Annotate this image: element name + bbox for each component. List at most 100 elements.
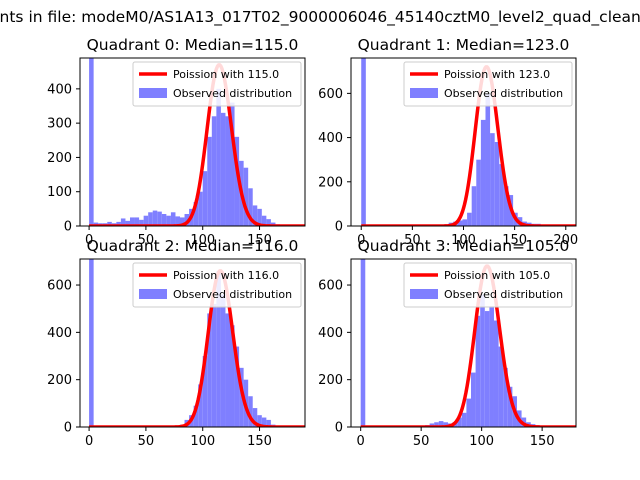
- histogram-bar-2-25: [202, 356, 208, 427]
- histogram-bar-0-7: [120, 218, 126, 226]
- histogram-bar-0-15: [157, 211, 162, 226]
- histogram-bar-2-23: [193, 405, 199, 427]
- histogram-bar-3-16: [434, 422, 439, 427]
- histogram-bar-2-28: [216, 270, 221, 427]
- y-tick-label-0-0: 0: [64, 220, 72, 235]
- chart-panel-1: 0 50 100 150 200 0 200 400 600 Quadrant 1: Median…: [318, 36, 578, 248]
- x-tick-label-1-3: 150: [502, 233, 527, 248]
- axes-frame-2: [79, 258, 306, 428]
- histogram-bar-3-22: [461, 412, 467, 427]
- y-tick-label-0-4: 400: [47, 82, 72, 97]
- legend-box-0: [132, 61, 302, 107]
- x-tick-label-1-0: 0: [357, 233, 365, 248]
- legend-patch-swatch-2: [139, 289, 167, 299]
- histogram-bar-1-28: [490, 133, 495, 226]
- histogram-bar-0-38: [261, 215, 267, 226]
- legend-label-poisson-1: Poission with 123.0: [444, 68, 550, 81]
- histogram-bar-2-30: [225, 313, 230, 427]
- legend-label-poisson-2: Poission with 116.0: [173, 269, 279, 282]
- histogram-bar-0-14: [152, 210, 158, 226]
- histogram-bar-3-21: [457, 417, 462, 427]
- histogram-bar-0-8: [125, 220, 130, 226]
- x-tick-label-2-1: 50: [138, 434, 155, 449]
- plot-area-2: [88, 259, 305, 427]
- axes-frame-3: [350, 258, 577, 428]
- histogram-bar-3-29: [493, 320, 499, 427]
- y-tick-label-0-1: 100: [47, 185, 72, 200]
- histogram-bar-0-11: [139, 219, 144, 226]
- x-tick-label-0-0: 0: [85, 233, 93, 248]
- histogram-bar-1-0: [361, 58, 366, 226]
- histogram-bar-0-32: [234, 136, 240, 226]
- x-tick-label-0-3: 150: [247, 233, 272, 248]
- histogram-bar-0-39: [266, 219, 271, 226]
- y-tick-label-1-2: 400: [318, 131, 343, 146]
- chart-title-0: Quadrant 0: Median=115.0: [87, 36, 299, 54]
- y-tick-label-1-3: 600: [318, 87, 343, 102]
- x-tick-label-2-2: 100: [190, 434, 215, 449]
- histogram-bar-0-19: [175, 216, 180, 226]
- histogram-bar-2-35: [248, 396, 253, 427]
- legend-1: Poission with 123.0 Observed distribution: [403, 61, 573, 107]
- histogram-bar-0-20: [180, 217, 185, 226]
- histogram-bar-1-27: [485, 93, 491, 226]
- histogram-bar-0-35: [248, 188, 253, 226]
- legend-patch-swatch-0: [139, 88, 167, 98]
- legend-label-observed-1: Observed distribution: [444, 87, 563, 100]
- legend-3: Poission with 105.0 Observed distribution: [403, 262, 573, 308]
- histogram-bar-0-31: [230, 102, 235, 226]
- y-tick-label-2-0: 0: [64, 421, 72, 436]
- x-tick-label-1-4: 200: [553, 233, 578, 248]
- y-tick-label-2-1: 200: [47, 373, 72, 388]
- histogram-bar-2-24: [198, 384, 203, 427]
- histogram-bar-3-26: [480, 294, 485, 427]
- x-tick-label-0-2: 100: [190, 233, 215, 248]
- histogram-bar-0-26: [207, 136, 212, 226]
- histogram-bar-3-24: [471, 372, 476, 427]
- histogram-bar-3-28: [489, 306, 494, 427]
- chart-panel-0: 0 50 100 150 0 100 200 300 400 Quadrant 0: Median…: [47, 36, 306, 248]
- legend-label-observed-3: Observed distribution: [444, 288, 563, 301]
- legend-label-poisson-0: Poission with 115.0: [173, 68, 279, 81]
- histogram-bar-0-16: [161, 214, 167, 226]
- histogram-bar-1-30: [499, 164, 504, 226]
- legend-patch-swatch-1: [410, 88, 438, 98]
- x-tick-label-0-1: 50: [138, 233, 155, 248]
- histogram-bar-0-18: [170, 212, 176, 226]
- legend-patch-swatch-3: [410, 289, 438, 299]
- histogram-bar-3-23: [466, 398, 471, 427]
- legend-box-3: [403, 262, 573, 308]
- y-tick-label-3-0: 0: [335, 421, 343, 436]
- y-tick-label-3-2: 400: [318, 326, 343, 341]
- histogram-bar-3-30: [498, 346, 504, 427]
- histogram-bar-2-29: [220, 294, 226, 427]
- histogram-bar-3-15: [429, 423, 435, 427]
- histogram-bar-3-0: [360, 259, 366, 427]
- legend-box-2: [132, 262, 302, 308]
- x-tick-label-1-1: 50: [404, 233, 421, 248]
- plot-area-0: [88, 58, 305, 226]
- histogram-bar-0-6: [116, 221, 121, 226]
- x-tick-label-3-2: 100: [469, 434, 494, 449]
- y-tick-label-3-1: 200: [318, 373, 343, 388]
- x-tick-label-3-0: 0: [357, 434, 365, 449]
- x-tick-label-2-3: 150: [247, 434, 272, 449]
- histogram-bar-1-24: [471, 186, 477, 226]
- histogram-bar-2-27: [211, 303, 217, 427]
- y-tick-label-2-3: 600: [47, 279, 72, 294]
- histogram-bar-0-27: [211, 116, 217, 226]
- y-tick-label-0-2: 200: [47, 151, 72, 166]
- histogram-bar-0-4: [107, 221, 112, 226]
- legend-2: Poission with 116.0 Observed distribution: [132, 262, 302, 308]
- histogram-bar-3-27: [484, 311, 490, 427]
- figure-suptitle: Counts in file: modeM0/AS1A13_017T02_900…: [0, 8, 640, 27]
- histogram-bar-0-9: [130, 217, 135, 226]
- histogram-bar-0-13: [148, 212, 153, 226]
- histogram-bar-1-29: [494, 142, 500, 226]
- y-tick-label-1-1: 200: [318, 175, 343, 190]
- histogram-bar-2-37: [257, 415, 262, 427]
- histogram-bar-0-24: [198, 191, 203, 226]
- histogram-bar-0-12: [143, 215, 149, 226]
- histogram-bar-0-21: [184, 214, 190, 226]
